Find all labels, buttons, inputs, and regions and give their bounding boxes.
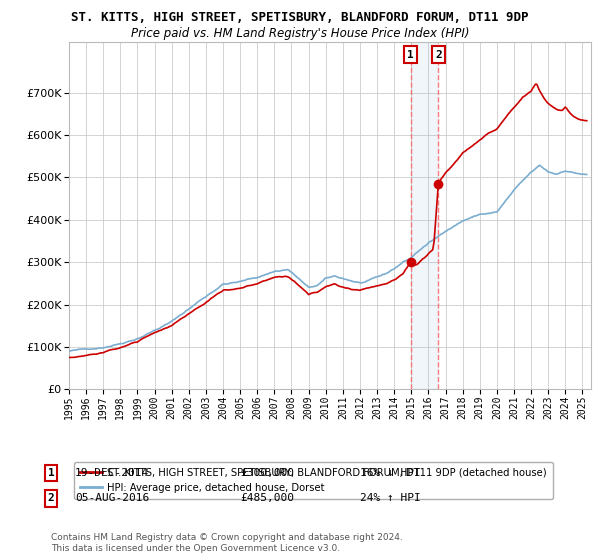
Text: £300,000: £300,000 <box>240 468 294 478</box>
Bar <box>410 42 439 389</box>
Text: ST. KITTS, HIGH STREET, SPETISBURY, BLANDFORD FORUM, DT11 9DP: ST. KITTS, HIGH STREET, SPETISBURY, BLAN… <box>71 11 529 24</box>
Text: 1: 1 <box>407 50 414 60</box>
Text: 16% ↓ HPI: 16% ↓ HPI <box>360 468 421 478</box>
Text: Contains HM Land Registry data © Crown copyright and database right 2024.
This d: Contains HM Land Registry data © Crown c… <box>51 533 403 553</box>
Text: 1: 1 <box>47 468 55 478</box>
Text: Price paid vs. HM Land Registry's House Price Index (HPI): Price paid vs. HM Land Registry's House … <box>131 27 469 40</box>
Text: 19-DEC-2014: 19-DEC-2014 <box>75 468 149 478</box>
Text: £485,000: £485,000 <box>240 493 294 503</box>
Legend: ST. KITTS, HIGH STREET, SPETISBURY, BLANDFORD FORUM, DT11 9DP (detached house), : ST. KITTS, HIGH STREET, SPETISBURY, BLAN… <box>74 462 553 499</box>
Text: 2: 2 <box>435 50 442 60</box>
Text: 2: 2 <box>47 493 55 503</box>
Text: 24% ↑ HPI: 24% ↑ HPI <box>360 493 421 503</box>
Text: 05-AUG-2016: 05-AUG-2016 <box>75 493 149 503</box>
